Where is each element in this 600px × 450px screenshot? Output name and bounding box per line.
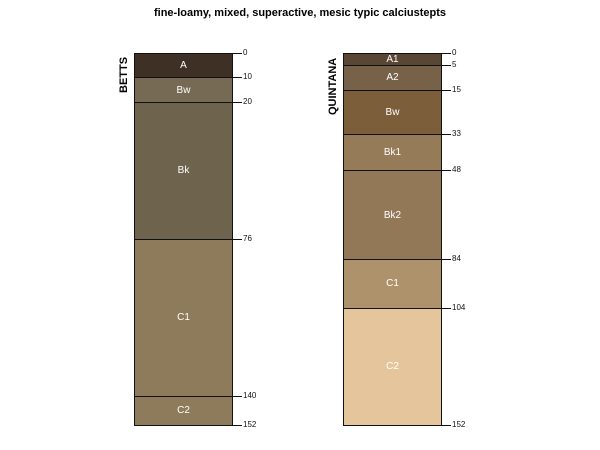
horizon-bk: Bk xyxy=(134,101,233,240)
depth-label: 15 xyxy=(452,84,461,94)
horizon-label: C1 xyxy=(177,312,190,324)
depth-label: 152 xyxy=(452,420,466,429)
diagram-title: fine-loamy, mixed, superactive, mesic ty… xyxy=(153,7,447,19)
horizon-a: A xyxy=(134,53,233,79)
depth-tick xyxy=(442,133,451,135)
depth-label: 84 xyxy=(452,253,461,263)
horizon-a1: A1 xyxy=(343,53,442,67)
depth-tick xyxy=(442,89,451,91)
depth-label: 140 xyxy=(243,390,257,400)
depth-label: 0 xyxy=(452,48,457,57)
depth-tick xyxy=(442,258,451,260)
horizon-label: Bk xyxy=(177,165,190,177)
horizon-label: C2 xyxy=(177,405,190,417)
horizon-label: A1 xyxy=(386,54,399,66)
depth-tick xyxy=(233,395,242,397)
depth-label: 10 xyxy=(243,72,252,82)
horizon-bw: Bw xyxy=(343,89,442,135)
depth-tick xyxy=(442,53,451,54)
depth-label: 76 xyxy=(243,234,252,243)
depth-tick xyxy=(233,425,242,426)
horizon-label: Bk2 xyxy=(383,209,402,221)
horizon-c1: C1 xyxy=(134,239,233,397)
horizon-c2: C2 xyxy=(134,395,233,426)
horizon-label: C1 xyxy=(386,278,399,290)
depth-tick xyxy=(442,170,451,172)
horizon-label: Bk1 xyxy=(383,147,402,159)
horizon-bw: Bw xyxy=(134,77,233,103)
horizon-a2: A2 xyxy=(343,65,442,91)
horizon-bk2: Bk2 xyxy=(343,170,442,260)
depth-label: 33 xyxy=(452,128,461,138)
horizon-c2: C2 xyxy=(343,307,442,426)
horizon-label: A xyxy=(180,60,187,72)
profile-name: BETTS xyxy=(118,56,130,93)
depth-tick xyxy=(442,425,451,426)
horizon-label: C2 xyxy=(386,361,399,373)
profile-name: QUINTANA xyxy=(327,57,339,115)
depth-tick xyxy=(442,65,451,67)
depth-tick xyxy=(233,53,242,54)
depth-label: 48 xyxy=(452,165,461,175)
horizon-bk1: Bk1 xyxy=(343,133,442,172)
depth-label: 20 xyxy=(243,96,252,106)
depth-label: 104 xyxy=(452,302,466,312)
horizon-label: A2 xyxy=(386,72,399,84)
horizon-label: Bw xyxy=(385,106,400,118)
horizon-c1: C1 xyxy=(343,258,442,309)
depth-label: 5 xyxy=(452,60,457,70)
horizon-label: Bw xyxy=(176,84,191,96)
depth-label: 0 xyxy=(243,48,248,57)
depth-tick xyxy=(233,101,242,103)
depth-label: 152 xyxy=(243,420,257,429)
depth-tick xyxy=(233,77,242,79)
depth-tick xyxy=(442,307,451,309)
depth-tick xyxy=(233,239,242,240)
